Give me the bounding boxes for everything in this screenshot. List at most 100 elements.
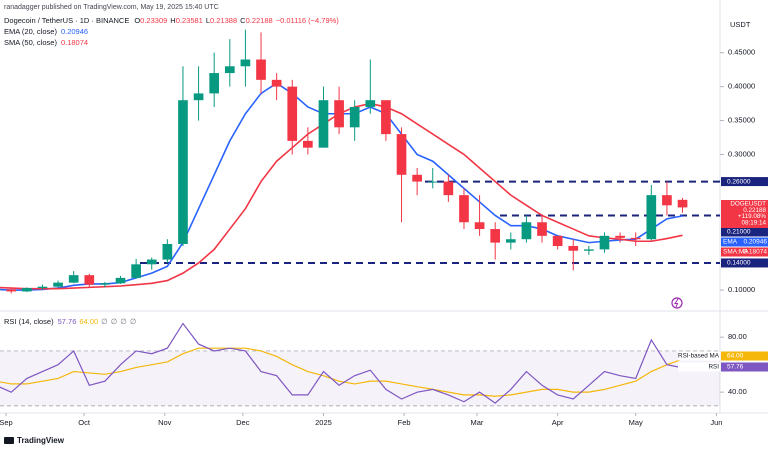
- candle-body: [349, 106, 360, 128]
- price-tag-text: 0.22188: [743, 207, 766, 214]
- level-tag-text: 0.26000: [727, 178, 751, 185]
- event-icon-bolt: [674, 298, 679, 308]
- x-tick-label: Feb: [398, 418, 411, 427]
- candle-body: [474, 222, 485, 230]
- legend-entry: EMA (20, close) 0.20946: [4, 27, 88, 36]
- candle-body: [303, 140, 313, 148]
- price-tag-box: [721, 200, 768, 228]
- indicator-tag-text: SMA:MA: [723, 249, 749, 256]
- candle-body: [568, 246, 579, 251]
- level-tag: 0.26000: [721, 177, 768, 187]
- candle-body: [427, 181, 438, 183]
- level-tag-box: [721, 177, 768, 187]
- ohlc-value: 0.22188: [246, 16, 273, 25]
- candle-body: [584, 249, 594, 251]
- currency: USDT: [730, 20, 751, 29]
- rsi-tag-name: RSI-based MA: [678, 353, 720, 360]
- x-tick-label: Jun: [710, 418, 722, 427]
- candle-body: [552, 235, 563, 246]
- indicator-tag-text: 0.18074: [744, 249, 768, 256]
- rsi-tag-text: 64.00: [727, 353, 744, 360]
- candle-body: [615, 235, 625, 238]
- candle-body: [630, 237, 641, 240]
- y-tick-label: 0.45000: [728, 48, 755, 57]
- ohlc-value: 0.21388: [210, 16, 237, 25]
- level-tag-text: 0.14000: [727, 260, 751, 267]
- ohlc-key: H: [170, 16, 175, 25]
- ohlc-value: 0.23309: [140, 16, 167, 25]
- candle-body: [100, 283, 110, 285]
- candle-body: [505, 239, 516, 243]
- rsi-line: [0, 322, 683, 404]
- price-tag-text: +119.08%: [738, 213, 766, 220]
- legend-name: SMA (50, close): [4, 38, 57, 47]
- candle-body: [396, 134, 407, 175]
- ohlc-key: C: [240, 16, 246, 25]
- candle-body: [22, 288, 32, 292]
- x-tick-label: Apr: [552, 418, 564, 427]
- level-tag-box: [721, 227, 768, 237]
- legend-value: 0.20946: [61, 27, 88, 36]
- candle-body: [68, 275, 79, 283]
- candle-body: [490, 229, 501, 243]
- rsi-line: [0, 347, 683, 397]
- indicator-tag-text: EMA: [723, 239, 738, 246]
- legend-name: EMA (20, close): [4, 27, 57, 36]
- level-tag: 0.21000: [721, 227, 768, 237]
- ohlc-key: L: [206, 16, 210, 25]
- level-tag-text: 0.21000: [727, 229, 751, 236]
- na-label: ∅: [101, 317, 108, 326]
- level-tag-box: [721, 258, 768, 268]
- rsi-title: RSI (14, close): [4, 317, 54, 326]
- candle-body: [521, 222, 532, 240]
- candle-body: [37, 286, 48, 289]
- rsi-tag-text: 57.76: [727, 364, 744, 371]
- x-tick-label: May: [629, 418, 643, 427]
- candle-body: [599, 235, 610, 250]
- candle-body: [677, 199, 688, 208]
- brand-logo: [4, 437, 14, 444]
- indicator-tag-text: 0.20946: [744, 239, 768, 246]
- x-tick-label: Nov: [158, 418, 172, 427]
- credit: ranadagger published on TradingView.com,…: [4, 4, 219, 11]
- candle-body: [178, 100, 188, 244]
- price-plot: [0, 29, 720, 294]
- candle-body: [271, 79, 282, 87]
- brand-name: TradingView: [17, 436, 65, 445]
- legend-value: 0.18074: [61, 38, 88, 47]
- change: −0.01116 (−4.79%): [276, 16, 340, 25]
- ohlc-key: O: [134, 16, 140, 25]
- candle-body: [287, 86, 298, 141]
- na-label: ∅: [120, 317, 127, 326]
- candle-body: [146, 259, 157, 265]
- y-tick-label: 0.35000: [728, 116, 755, 125]
- candle-body: [256, 59, 266, 80]
- legend-entry: SMA (50, close) 0.18074: [4, 38, 88, 47]
- y-tick-label: 40.00: [728, 387, 747, 396]
- candle-body: [6, 289, 17, 292]
- candle-body: [443, 181, 454, 196]
- rsi-tag-name-box: [678, 362, 720, 372]
- candle-body: [209, 73, 220, 94]
- level-tag: 0.14000: [721, 258, 768, 268]
- candle-body: [537, 222, 547, 236]
- rsi-tag-name: RSI: [709, 364, 720, 371]
- price-tag-text: DOGEUSDT: [730, 201, 766, 208]
- candle-body: [365, 100, 376, 107]
- event-icon[interactable]: [671, 297, 683, 309]
- candle-body: [646, 195, 657, 240]
- candle-body: [162, 243, 173, 260]
- candle-body: [193, 93, 204, 101]
- rsi-tag-box: [721, 351, 768, 361]
- candle-body: [381, 100, 391, 135]
- candle-body: [224, 66, 235, 74]
- candle-body: [662, 195, 672, 206]
- price-tag-text: 08:19:14: [741, 220, 766, 227]
- candle-body: [53, 282, 63, 287]
- rsi-plot: [0, 322, 720, 407]
- y-tick-label: 0.30000: [728, 149, 755, 158]
- indicator-tag-box: [721, 237, 768, 247]
